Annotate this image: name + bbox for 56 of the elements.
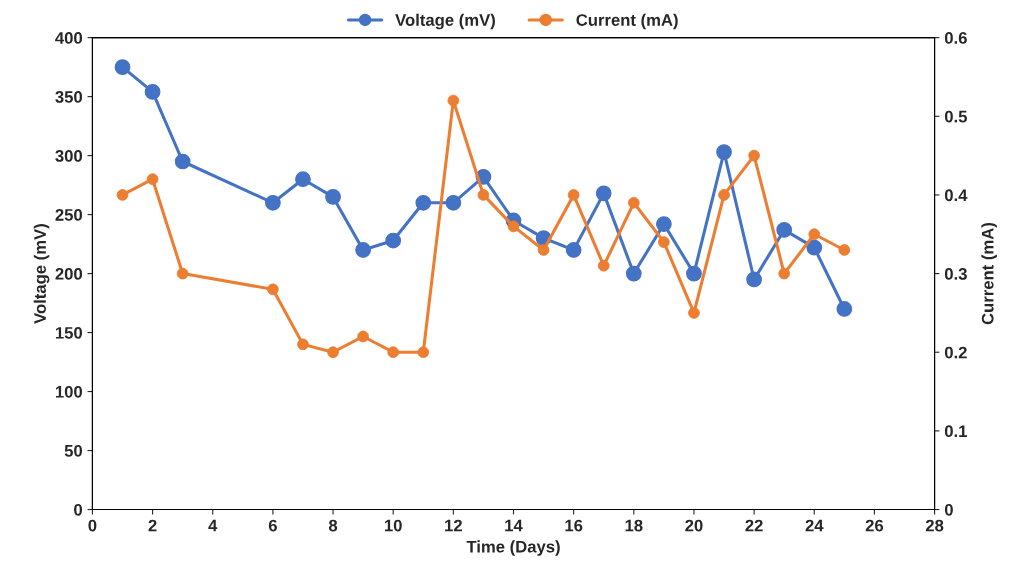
x-tick-label: 24	[805, 519, 824, 532]
point	[716, 144, 732, 160]
x-tick-label: 16	[565, 519, 583, 532]
point	[144, 84, 161, 100]
point	[686, 265, 702, 282]
y-tick-label: 0	[74, 503, 83, 516]
x-tick-label: 10	[384, 519, 402, 532]
x-tick-label: 26	[865, 519, 884, 532]
x-tick-label: 8	[328, 519, 338, 532]
y2-tick-label: 0.6	[944, 32, 967, 44]
point	[565, 242, 582, 258]
x-axis-title: Time (Days)	[466, 540, 560, 556]
x-tick-label: 4	[208, 519, 218, 532]
y-axis-title: Voltage (mV)	[33, 224, 50, 324]
point	[355, 242, 371, 258]
point	[445, 194, 462, 211]
y2-tick-label: 0	[944, 503, 953, 516]
point	[325, 189, 341, 205]
y-tick-label: 350	[55, 91, 83, 103]
y2-tick-label: 0.1	[944, 425, 967, 438]
x-tick-label: 2	[148, 519, 157, 532]
y-tick-label: 300	[55, 150, 83, 162]
point	[114, 59, 131, 75]
point	[385, 232, 402, 249]
point	[836, 301, 853, 317]
legend-label: Current (mA)	[576, 13, 678, 30]
point	[625, 265, 642, 282]
y2-axis-title: Current (mA)	[981, 223, 997, 325]
point	[415, 194, 432, 211]
y-tick-label: 200	[55, 267, 83, 280]
y2-tick-label: 0.2	[944, 346, 967, 359]
y2-tick-label: 0.5	[944, 110, 967, 123]
x-tick-label: 14	[505, 519, 523, 532]
point	[806, 239, 823, 256]
point	[295, 171, 311, 188]
point	[746, 271, 762, 288]
point	[595, 185, 612, 202]
legend-label: Voltage (mV)	[395, 13, 495, 30]
point	[174, 153, 191, 170]
point	[776, 222, 793, 238]
y-tick-label: 100	[55, 385, 83, 398]
y2-tick-label: 0.3	[944, 267, 967, 280]
x-tick-label: 12	[445, 519, 462, 532]
y2-tick-label: 0.4	[944, 189, 968, 202]
x-tick-label: 20	[685, 519, 703, 532]
y-tick-label: 250	[55, 208, 83, 221]
point	[265, 194, 281, 211]
x-tick-label: 18	[625, 519, 643, 532]
y-tick-label: 400	[55, 32, 83, 44]
x-tick-label: 6	[268, 519, 277, 532]
y-tick-label: 150	[55, 326, 83, 339]
x-tick-label: 0	[88, 519, 97, 532]
point	[656, 216, 672, 232]
x-tick-label: 22	[745, 519, 763, 532]
x-tick-label: 28	[925, 519, 944, 532]
y-tick-label: 50	[64, 444, 83, 457]
